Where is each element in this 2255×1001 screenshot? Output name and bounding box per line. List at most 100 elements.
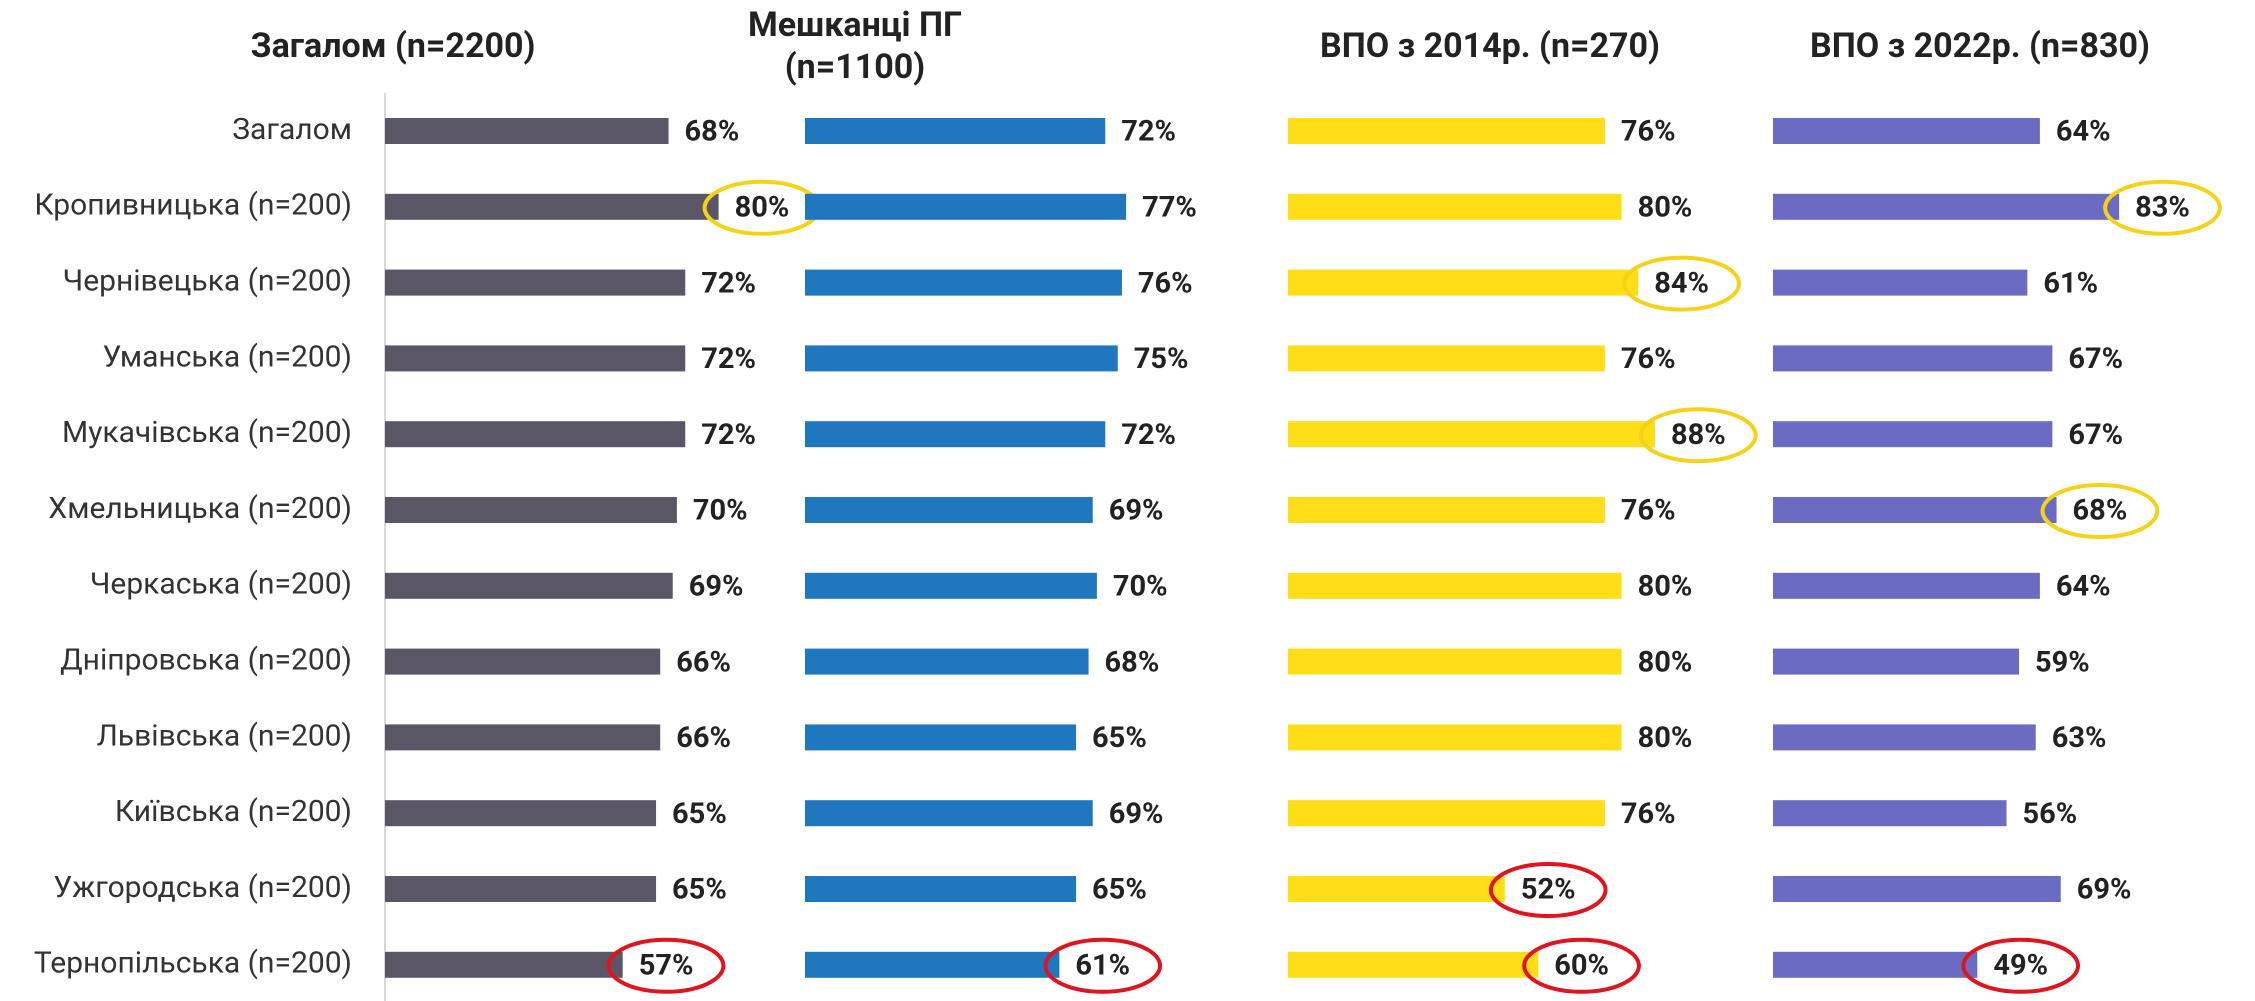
value-label: 49% (1993, 948, 2048, 982)
bar (1773, 951, 1978, 978)
value-label: 60% (1554, 948, 1609, 982)
bar (1288, 724, 1622, 751)
bar (385, 800, 657, 827)
bar (1773, 193, 2120, 220)
value-label: 67% (2068, 342, 2123, 376)
bar (1288, 497, 1605, 523)
category-label: Хмельницька (n=200) (48, 491, 352, 526)
value-label: 65% (1092, 873, 1147, 907)
value-label: 69% (1109, 494, 1164, 528)
category-label: Кропивницька (n=200) (34, 188, 352, 223)
bar (1773, 345, 2053, 372)
value-label: 76% (1621, 797, 1676, 831)
bar (1288, 193, 1622, 220)
bar (1773, 648, 2020, 675)
bar (805, 648, 1089, 675)
bar (1288, 648, 1622, 675)
bar (1773, 497, 2057, 523)
bar (1773, 800, 2007, 827)
value-label: 69% (2077, 873, 2132, 907)
bar (1288, 269, 1639, 296)
bar (805, 724, 1077, 751)
bar (385, 421, 686, 448)
panel-title: Загалом (n=2200) (250, 26, 536, 66)
panel-title: ВПО з 2014р. (n=270) (1320, 26, 1660, 66)
bar (385, 724, 661, 751)
bar (1288, 951, 1539, 978)
bar (385, 345, 686, 372)
value-label: 77% (1142, 190, 1197, 224)
category-label: Мукачівська (n=200) (62, 415, 352, 450)
value-label: 67% (2068, 418, 2123, 452)
value-label: 80% (1638, 569, 1693, 603)
value-label: 75% (1134, 342, 1189, 376)
bar (805, 876, 1077, 902)
bar (385, 951, 623, 978)
bar (1288, 572, 1622, 599)
bar (1288, 800, 1605, 827)
value-label: 63% (2052, 721, 2107, 755)
value-label: 56% (2023, 797, 2078, 831)
panel-title: ВПО з 2022р. (n=830) (1810, 26, 2150, 66)
value-label: 80% (735, 190, 790, 224)
value-label: 84% (1654, 266, 1709, 300)
bar (805, 572, 1097, 599)
bar (385, 497, 677, 523)
value-label: 76% (1621, 342, 1676, 376)
panel-title: Мешканці ПГ (n=1100) (748, 5, 962, 87)
bar (805, 345, 1118, 372)
category-label: Уманська (n=200) (102, 339, 352, 374)
value-label: 76% (1138, 266, 1193, 300)
value-label: 72% (1121, 418, 1176, 452)
value-label: 72% (701, 342, 756, 376)
value-label: 57% (639, 948, 694, 982)
value-label: 80% (1638, 645, 1693, 679)
highlight-circle (1522, 937, 1641, 994)
bar (385, 876, 657, 902)
value-label: 64% (2056, 115, 2111, 149)
category-label: Черкаська (n=200) (90, 567, 352, 602)
value-label: 61% (2043, 266, 2098, 300)
value-label: 69% (689, 569, 744, 603)
bar (805, 951, 1060, 978)
bar (1288, 876, 1505, 902)
value-label: 65% (672, 797, 727, 831)
value-label: 68% (1105, 645, 1160, 679)
value-label: 61% (1075, 948, 1130, 982)
highlight-circle (2103, 179, 2222, 236)
bar (385, 269, 686, 296)
bar (385, 572, 673, 599)
bar (805, 421, 1106, 448)
category-label: Ужгородська (n=200) (53, 870, 352, 905)
value-label: 52% (1521, 873, 1576, 907)
highlight-circle (2040, 483, 2160, 539)
bar (805, 118, 1106, 144)
bar (805, 193, 1127, 220)
highlight-circle (1043, 937, 1163, 994)
bar (1773, 724, 2036, 751)
category-label: Київська (n=200) (115, 794, 352, 829)
bar (1773, 421, 2053, 448)
bar (1773, 572, 2040, 599)
value-label: 66% (676, 645, 731, 679)
bar (1288, 421, 1655, 448)
value-label: 88% (1671, 418, 1726, 452)
bar (1773, 118, 2040, 144)
category-label: Тернопільська (n=200) (34, 946, 352, 981)
category-label: Дніпровська (n=200) (60, 643, 352, 678)
highlight-circle (1622, 255, 1741, 312)
value-label: 68% (2073, 494, 2128, 528)
value-label: 64% (2056, 569, 2111, 603)
value-label: 72% (701, 418, 756, 452)
bar (805, 497, 1093, 523)
value-label: 80% (1638, 721, 1693, 755)
value-label: 72% (1121, 115, 1176, 149)
highlight-circle (606, 937, 726, 994)
value-label: 66% (676, 721, 731, 755)
bar (1288, 345, 1605, 372)
category-label: Загалом (232, 112, 352, 147)
value-label: 65% (672, 873, 727, 907)
bar (1288, 118, 1605, 144)
